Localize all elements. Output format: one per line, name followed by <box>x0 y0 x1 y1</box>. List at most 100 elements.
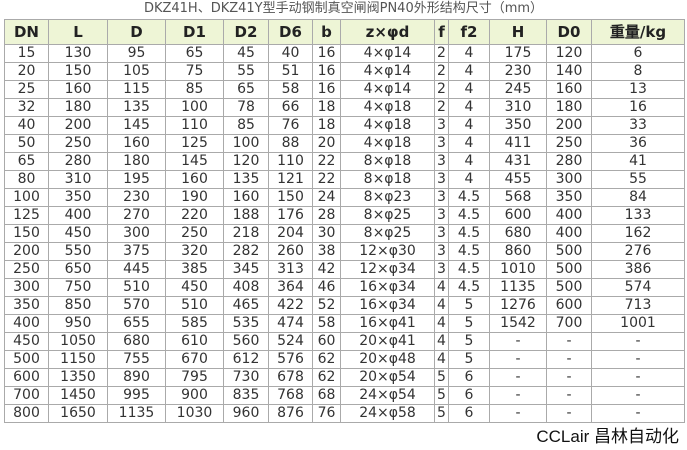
table-cell: 13 <box>591 80 685 99</box>
table-cell: 162 <box>591 224 685 243</box>
table-cell: 4.5 <box>448 278 490 297</box>
table-cell: 28 <box>312 206 341 225</box>
table-cell: 51 <box>268 62 313 81</box>
table-cell: 600 <box>546 296 592 315</box>
table-row: 125 400 270 220 188 176 28 8×φ25 3 4.5 600 400 133 <box>4 206 685 225</box>
table-cell: 60 <box>312 332 341 351</box>
table-cell: 950 <box>48 314 108 333</box>
table-cell: 5 <box>448 332 490 351</box>
table-cell: 5 <box>448 314 490 333</box>
table-cell: 36 <box>591 134 685 153</box>
table-cell: 1542 <box>489 314 547 333</box>
table-cell: 474 <box>268 314 313 333</box>
table-cell: 76 <box>312 404 341 423</box>
table-cell: 431 <box>489 152 547 171</box>
table-cell: - <box>489 332 547 351</box>
table-cell: 1150 <box>48 350 108 369</box>
table-cell: 150 <box>268 188 313 207</box>
table-cell: 1001 <box>591 314 685 333</box>
table-cell: 8×φ25 <box>340 206 435 225</box>
table-cell: 422 <box>268 296 313 315</box>
table-cell: 860 <box>489 242 547 261</box>
table-cell: 3 <box>434 224 449 243</box>
table-cell: 411 <box>489 134 547 153</box>
table-cell: 1030 <box>165 404 224 423</box>
table-cell: 4×φ18 <box>340 98 435 117</box>
table-cell: 133 <box>591 206 685 225</box>
table-cell: 960 <box>223 404 269 423</box>
table-row: 700 1450 995 900 835 768 68 24×φ54 5 6- - - <box>4 386 685 405</box>
table-cell: 4 <box>448 98 490 117</box>
table-cell: 680 <box>489 224 547 243</box>
table-cell: 100 <box>223 134 269 153</box>
column-header: f2 <box>448 19 490 45</box>
table-cell: 600 <box>4 368 49 387</box>
table-cell: 125 <box>165 134 224 153</box>
table-cell: 204 <box>268 224 313 243</box>
table-cell: 24×φ58 <box>340 404 435 423</box>
column-header: L <box>48 19 108 45</box>
table-cell: 386 <box>591 260 685 279</box>
table-cell: 350 <box>4 296 49 315</box>
table-cell: 6 <box>591 44 685 63</box>
table-cell: 768 <box>268 386 313 405</box>
table-row: 32 180 135 100 78 66 18 4×φ18 2 4 310 180 16 <box>4 98 685 117</box>
table-cell: 5 <box>448 350 490 369</box>
table-cell: 125 <box>4 206 49 225</box>
table-cell: 465 <box>223 296 269 315</box>
table-cell: 12×φ34 <box>340 260 435 279</box>
table-row: 40 200 145 110 85 76 18 4×φ18 3 4 350 200 33 <box>4 116 685 135</box>
table-cell: 385 <box>165 260 224 279</box>
table-cell: 62 <box>312 350 341 369</box>
table-cell: 115 <box>107 80 166 99</box>
table-cell: 22 <box>312 170 341 189</box>
table-cell: 3 <box>434 242 449 261</box>
table-row: 800 1650 1135 1030 960 876 76 24×φ58 5 6- - - <box>4 404 685 423</box>
table-cell: 4.5 <box>448 242 490 261</box>
table-cell: 3 <box>434 260 449 279</box>
table-cell: 3 <box>434 188 449 207</box>
table-cell: 55 <box>591 170 685 189</box>
table-cell: 270 <box>107 206 166 225</box>
column-header: b <box>312 19 341 45</box>
table-cell: 345 <box>223 260 269 279</box>
table-cell: 4 <box>434 314 449 333</box>
table-row: 250 650 445 385 345 313 42 12×φ34 3 4.5 1010 500 386 <box>4 260 685 279</box>
table-cell: 276 <box>591 242 685 261</box>
table-cell: 400 <box>546 224 592 243</box>
table-cell: 250 <box>546 134 592 153</box>
table-cell: 176 <box>268 206 313 225</box>
table-cell: 795 <box>165 368 224 387</box>
table-cell: 755 <box>107 350 166 369</box>
table-cell: - <box>489 350 547 369</box>
column-header: H <box>489 19 547 45</box>
table-cell: - <box>591 368 685 387</box>
table-cell: 45 <box>223 44 269 63</box>
table-cell: 230 <box>489 62 547 81</box>
table-cell: 574 <box>591 278 685 297</box>
table-row: 25 160 115 85 65 58 16 4×φ14 2 4 245 160 13 <box>4 80 685 99</box>
table-cell: 200 <box>4 242 49 261</box>
table-cell: 16×φ34 <box>340 296 435 315</box>
table-cell: 250 <box>48 134 108 153</box>
table-cell: 680 <box>107 332 166 351</box>
table-cell: 50 <box>4 134 49 153</box>
table-cell: 160 <box>165 170 224 189</box>
table-cell: 4 <box>448 62 490 81</box>
table-cell: 230 <box>107 188 166 207</box>
table-cell: 350 <box>546 188 592 207</box>
table-cell: 175 <box>489 44 547 63</box>
table-cell: 16×φ41 <box>340 314 435 333</box>
table-cell: 52 <box>312 296 341 315</box>
table-cell: 2 <box>434 80 449 99</box>
table-cell: - <box>489 368 547 387</box>
table-cell: 900 <box>165 386 224 405</box>
table-cell: 3 <box>434 206 449 225</box>
table-cell: 678 <box>268 368 313 387</box>
table-cell: 400 <box>546 206 592 225</box>
column-header: D0 <box>546 19 592 45</box>
table-cell: 1276 <box>489 296 547 315</box>
table-cell: 510 <box>165 296 224 315</box>
table-cell: 4×φ14 <box>340 62 435 81</box>
table-cell: 282 <box>223 242 269 261</box>
